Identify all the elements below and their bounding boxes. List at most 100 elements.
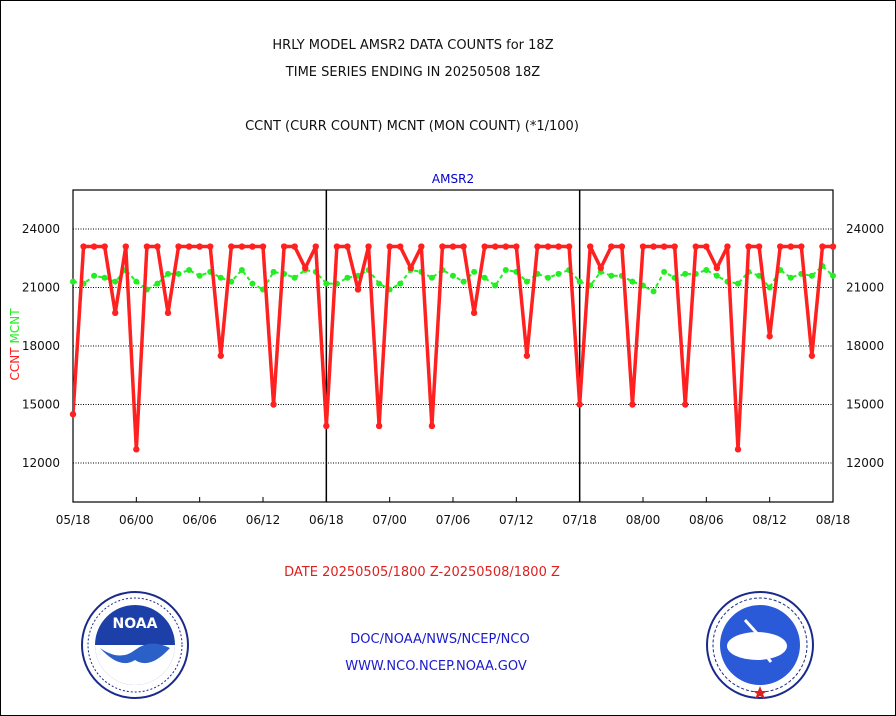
mcnt-point (196, 272, 203, 279)
ccnt-point (196, 243, 203, 250)
ccnt-point (185, 243, 193, 250)
ccnt-point (122, 243, 129, 250)
ccnt-point (713, 264, 721, 272)
ccnt-point (608, 243, 615, 250)
ccnt-point (639, 243, 647, 250)
ccnt-point (565, 243, 573, 250)
mcnt-point (91, 272, 98, 279)
ccnt-point (449, 243, 457, 250)
ccnt-point (428, 422, 436, 430)
mcnt-point (175, 270, 182, 277)
mcnt-point (766, 284, 773, 291)
ccnt-point (829, 243, 837, 250)
ccnt-point (344, 243, 351, 250)
ccnt-point (798, 243, 805, 250)
mcnt-point (238, 266, 245, 273)
mcnt-point (576, 278, 583, 285)
ccnt-point (175, 243, 182, 250)
mcnt-point (523, 278, 530, 285)
ccnt-point (270, 401, 277, 408)
mcnt-point (133, 278, 140, 285)
ccnt-point (703, 243, 710, 250)
ccnt-point (112, 309, 119, 317)
y-tick-label-left: 15000 (22, 398, 60, 412)
mcnt-point (808, 272, 815, 279)
ccnt-point (460, 243, 467, 250)
ccnt-point (766, 333, 773, 340)
ccnt-point (544, 243, 552, 250)
ccnt-point (333, 243, 341, 250)
ccnt-point (808, 352, 816, 359)
mcnt-point (186, 266, 193, 273)
ccnt-point (724, 243, 731, 250)
y-tick-label-right: 15000 (846, 398, 884, 412)
x-tick-label: 07/00 (372, 513, 407, 527)
ccnt-point (365, 243, 372, 250)
mcnt-point (555, 270, 562, 277)
header-line-1: HRLY MODEL AMSR2 DATA COUNTS for 18Z (272, 38, 554, 53)
mcnt-point (397, 280, 404, 287)
x-tick-label: 06/18 (309, 513, 344, 527)
mcnt-point (629, 278, 636, 285)
mcnt-point (492, 282, 499, 289)
mcnt-point (735, 280, 741, 287)
ccnt-point (502, 243, 509, 250)
date-range: DATE 20250505/1800 Z-20250508/1800 Z (284, 565, 560, 580)
mcnt-point (682, 270, 689, 277)
x-tick-label: 06/00 (119, 513, 154, 527)
y-tick-label-right: 12000 (846, 456, 884, 470)
x-tick-label: 07/12 (499, 513, 534, 527)
ccnt-point (291, 243, 298, 250)
x-tick-label: 07/18 (562, 513, 597, 527)
ccnt-point (418, 243, 425, 250)
x-tick-label: 08/12 (752, 513, 787, 527)
ccnt-point (745, 243, 752, 250)
mcnt-point (165, 270, 171, 277)
ccnt-point (375, 422, 383, 430)
mcnt-point (344, 274, 351, 281)
ccnt-point (354, 286, 362, 293)
mcnt-point (376, 280, 383, 287)
ccnt-point (576, 401, 583, 408)
ccnt-point (90, 243, 98, 250)
x-tick-label: 05/18 (56, 513, 91, 527)
mcnt-point (291, 274, 298, 281)
ccnt-point (692, 243, 699, 250)
chart-title: AMSR2 (432, 172, 474, 186)
ccnt-point (597, 264, 604, 272)
ccnt-point (481, 243, 488, 250)
ccnt-point (280, 243, 288, 250)
mcnt-point (713, 272, 720, 279)
mcnt-point (661, 268, 668, 275)
ccnt-point (734, 446, 742, 453)
ccnt-point (819, 243, 826, 250)
mcnt-point (450, 272, 456, 279)
ccnt-point (671, 243, 678, 250)
ccnt-point (323, 422, 330, 430)
x-tick-label: 08/06 (689, 513, 724, 527)
header-line-2: TIME SERIES ENDING IN 20250508 18Z (285, 65, 541, 80)
mcnt-point (217, 274, 224, 281)
mcnt-point (460, 278, 467, 285)
ccnt-point (228, 243, 235, 250)
website-link[interactable]: WWW.NCO.NCEP.NOAA.GOV (345, 659, 527, 674)
ccnt-point (439, 243, 446, 250)
ccnt-point (101, 243, 108, 250)
noaa-logo: NOAA (81, 591, 189, 699)
mcnt-point (70, 278, 76, 285)
ccnt-point (80, 243, 87, 250)
mcnt-point (703, 266, 710, 273)
mcnt-point (650, 288, 657, 295)
x-tick-label: 06/06 (182, 513, 217, 527)
ccnt-point (238, 243, 246, 250)
mcnt-point (323, 280, 330, 287)
mcnt-point (502, 266, 509, 273)
mcnt-point (787, 274, 794, 281)
y-tick-label-left: 21000 (22, 281, 60, 295)
y-tick-label-left: 12000 (22, 456, 60, 470)
ccnt-point (133, 446, 140, 453)
ccnt-point (534, 243, 541, 250)
ccnt-point (492, 243, 499, 250)
y-axis-label-mcnt: MCNT (8, 308, 22, 344)
